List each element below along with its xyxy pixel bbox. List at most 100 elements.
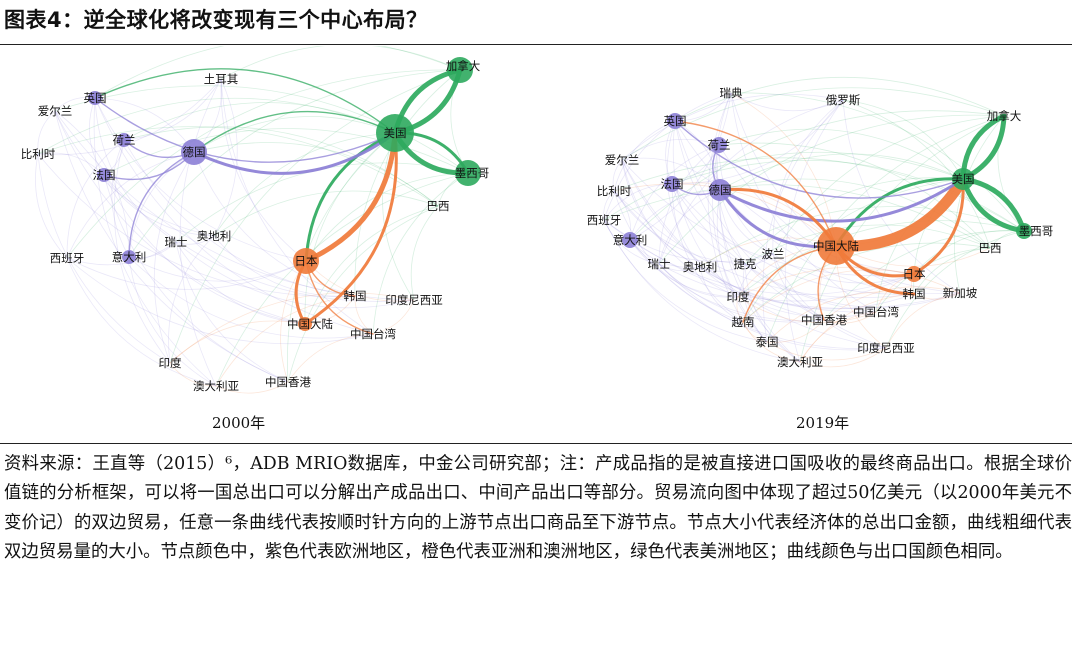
background-trade-edge bbox=[103, 174, 306, 325]
background-trade-edge bbox=[287, 333, 374, 383]
background-trade-edge bbox=[674, 120, 825, 321]
background-trade-edge bbox=[766, 115, 1005, 343]
node-circle bbox=[97, 168, 111, 182]
panel-year-label-2000: 2000年 bbox=[212, 414, 266, 432]
background-trade-edge bbox=[213, 78, 238, 237]
node-label: 印度尼西亚 bbox=[857, 341, 915, 355]
node-label: 日本 bbox=[903, 267, 926, 281]
background-trade-edge bbox=[175, 241, 306, 325]
node-label: 美国 bbox=[384, 126, 407, 140]
background-trade-edge bbox=[744, 177, 964, 265]
background-trade-edge bbox=[730, 92, 1025, 232]
background-trade-edge bbox=[372, 299, 415, 335]
node-label: 加拿大 bbox=[446, 59, 481, 73]
background-trade-edge bbox=[658, 144, 720, 265]
background-trade-edge bbox=[671, 160, 1025, 232]
background-trade-edge bbox=[128, 151, 195, 258]
background-trade-edge bbox=[658, 189, 721, 265]
node-label: 爱尔兰 bbox=[38, 104, 73, 118]
node-label: 奥地利 bbox=[197, 229, 232, 243]
background-trade-edge bbox=[213, 132, 396, 237]
background-trade-edge bbox=[37, 153, 171, 364]
trade-edge bbox=[304, 131, 397, 263]
background-trade-edge bbox=[913, 229, 1025, 275]
node-label: 越南 bbox=[732, 315, 755, 329]
background-trade-edge bbox=[169, 292, 415, 364]
node-label: 英国 bbox=[664, 114, 687, 128]
background-trade-edge bbox=[744, 263, 801, 363]
background-trade-edge bbox=[128, 256, 217, 387]
trade-edge bbox=[94, 68, 396, 134]
background-trade-edge bbox=[111, 139, 130, 258]
node-label: 中国台湾 bbox=[853, 305, 899, 319]
node-label: 韩国 bbox=[903, 287, 926, 301]
trade-edge bbox=[303, 130, 398, 264]
background-trade-edge bbox=[304, 205, 439, 325]
background-trade-edge bbox=[719, 189, 801, 363]
background-trade-edge bbox=[621, 138, 720, 161]
background-trade-edge bbox=[54, 110, 289, 383]
background-trade-edge bbox=[699, 206, 1025, 268]
background-trade-edge bbox=[94, 97, 195, 153]
node-label: 波兰 bbox=[762, 247, 785, 261]
node-circle bbox=[88, 91, 102, 105]
background-trade-edge bbox=[103, 174, 289, 383]
background-trade-edge bbox=[35, 153, 68, 259]
background-trade-edge bbox=[718, 142, 991, 249]
node-label: 瑞典 bbox=[720, 86, 743, 100]
node-label: 新加坡 bbox=[943, 286, 978, 300]
node-circle bbox=[181, 139, 207, 165]
node-circle bbox=[667, 113, 683, 129]
node-label: 印度 bbox=[727, 290, 750, 304]
background-trade-edge bbox=[94, 97, 307, 262]
trade-edge bbox=[960, 176, 1027, 234]
node-label: 巴西 bbox=[979, 241, 1002, 255]
background-trade-edge bbox=[54, 85, 469, 174]
background-trade-edge bbox=[220, 78, 374, 335]
background-trade-edge bbox=[954, 115, 1005, 294]
background-trade-edge bbox=[168, 235, 215, 364]
background-trade-edge bbox=[629, 239, 825, 322]
node-label: 日本 bbox=[295, 254, 318, 268]
background-trade-edge bbox=[169, 69, 461, 364]
background-trade-edge bbox=[674, 76, 1005, 122]
background-trade-edge bbox=[730, 92, 844, 112]
background-trade-edge bbox=[354, 69, 461, 297]
node-label: 美国 bbox=[952, 172, 975, 186]
background-trade-edge bbox=[718, 128, 964, 180]
node-label: 中国香港 bbox=[265, 375, 311, 389]
background-trade-edge bbox=[103, 174, 215, 237]
background-trade-edge bbox=[66, 257, 374, 345]
background-trade-edge bbox=[37, 78, 222, 156]
node-circle bbox=[906, 266, 922, 282]
background-trade-edge bbox=[603, 190, 615, 221]
background-trade-edge bbox=[169, 362, 217, 387]
background-trade-edge bbox=[799, 293, 915, 363]
node-label: 泰国 bbox=[756, 335, 779, 349]
background-trade-edge bbox=[66, 241, 177, 266]
background-trade-edge bbox=[603, 219, 774, 262]
background-trade-edge bbox=[215, 295, 356, 387]
background-trade-edge bbox=[37, 153, 356, 297]
node-label: 英国 bbox=[84, 91, 107, 105]
background-trade-edge bbox=[823, 230, 1025, 321]
background-trade-edge bbox=[658, 114, 1005, 265]
background-trade-edge bbox=[220, 46, 461, 80]
background-trade-edge bbox=[742, 178, 964, 323]
background-trade-edge bbox=[169, 320, 306, 364]
node-label: 加拿大 bbox=[987, 109, 1022, 123]
background-trade-edge bbox=[744, 253, 774, 265]
background-trade-edge bbox=[707, 92, 744, 323]
node-label: 意大利 bbox=[112, 250, 147, 264]
background-trade-edge bbox=[603, 219, 801, 363]
node-label: 法国 bbox=[93, 168, 116, 182]
background-trade-edge bbox=[885, 230, 1025, 349]
background-trade-edge bbox=[621, 87, 1005, 161]
background-trade-edge bbox=[699, 266, 915, 310]
node-circle bbox=[622, 232, 638, 248]
background-trade-edge bbox=[772, 115, 1005, 255]
background-trade-edge bbox=[712, 144, 768, 343]
background-trade-edge bbox=[621, 93, 844, 161]
background-trade-edge bbox=[621, 159, 701, 268]
